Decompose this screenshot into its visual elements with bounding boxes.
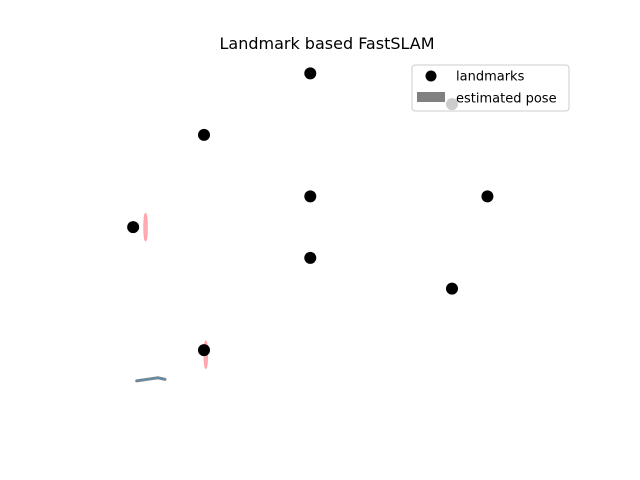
landmark-point-7 (304, 251, 317, 264)
legend: landmarks estimated pose (411, 64, 570, 112)
uncertainty-ellipses (143, 212, 208, 369)
estimated-pose-trail (135, 376, 167, 383)
landmark-points (127, 67, 494, 357)
legend-frame (411, 64, 570, 112)
landmark-point-6 (127, 221, 140, 234)
landmark-point-4 (304, 190, 317, 203)
landmark-point-9 (198, 344, 210, 357)
legend-landmarks-marker (425, 70, 437, 82)
chart-title: Landmark based FastSLAM (219, 34, 434, 53)
landmark-point-5 (481, 190, 494, 203)
landmark-point-3 (198, 128, 210, 141)
legend-estimated-pose-label: estimated pose (456, 92, 557, 107)
landmark-point-1 (304, 67, 317, 80)
uncertainty-ellipse-1 (143, 212, 148, 242)
legend-estimated-pose-marker (417, 92, 445, 102)
legend-landmarks-label: landmarks (456, 70, 525, 85)
landmark-point-8 (446, 282, 458, 295)
estimated-pose-line (136, 377, 166, 382)
